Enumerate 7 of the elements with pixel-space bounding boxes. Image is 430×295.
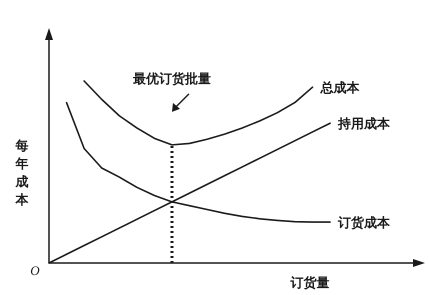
- text: O: [30, 263, 40, 278]
- annotation: 最优订货批量: [132, 70, 211, 87]
- series-label: 总成本: [320, 80, 361, 96]
- y-axis-title: 每年成本: [14, 139, 30, 208]
- series-label: 订货成本: [337, 215, 392, 232]
- series-label: 持用成本: [337, 117, 392, 132]
- x-axis-title: 订货量: [290, 275, 330, 291]
